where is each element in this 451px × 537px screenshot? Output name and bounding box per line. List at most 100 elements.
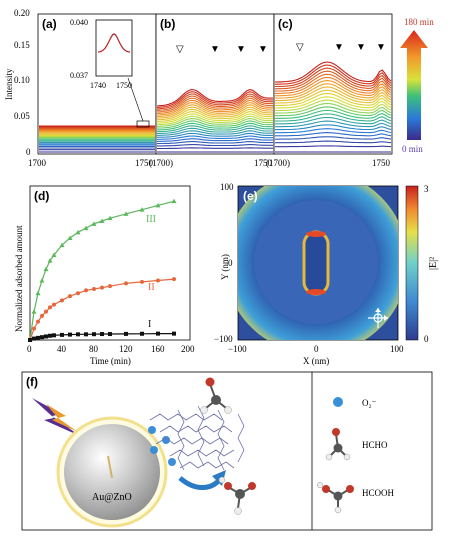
time-colorbar: 180 min 0 min [400,17,434,154]
panel-e: (e) X (nm) Y (nm) −100 0 100 100 0 −100 … [214,182,439,366]
polarization-icon [368,308,388,328]
time-colorbar-arrow [400,30,428,140]
curve-label-ii: II [148,282,155,293]
inset-xtick-0: 1740 [90,81,106,90]
series-i-point [124,331,128,336]
panel-c-xtick-0: (1700) [266,158,290,168]
spectra-b-line [156,93,274,110]
series-ii-point [48,305,52,310]
panel-a-xtick-0: 1700 [28,158,47,168]
panel-c-open-triangle: ▽ [296,42,304,53]
panel-e-xtick-1: 0 [314,344,319,354]
spectra-b-line [156,104,274,118]
panel-a-ylabel: Intensity [4,68,14,100]
panel-e-ytick-0: 100 [220,182,234,192]
spectra-a-lines [39,125,155,153]
spectra-b-line [156,95,274,111]
series-i-point [140,331,144,336]
panel-c: (c) ▽ ▼ ▼ ▼ (1700) 1750 [266,13,393,168]
series-iii-point [39,277,45,283]
inset-xtick-1: 1750 [116,81,132,90]
curve-label-iii: III [146,214,156,225]
panel-d: (d) Normalized adsorbed amount Time (min… [14,185,195,366]
panel-e-ytick-2: −100 [214,334,233,344]
particle-label: Au@ZnO [92,492,132,503]
spectra-c-line [275,106,392,117]
series-ii-point [32,326,36,331]
panel-c-triangle-2: ▼ [356,42,366,53]
spectra-c-line [275,102,392,114]
spectra-c-line [274,92,392,107]
series-ii-point [68,294,72,299]
panel-d-xtick-2: 80 [89,344,99,354]
panel-e-label: (e) [243,189,258,203]
panel-b-xtick-1: 1750 [254,158,273,168]
panel-b-triangle-2: ▼ [236,44,246,55]
series-ii-point [100,285,104,290]
panel-e-ytick-1: 0 [228,258,233,268]
panel-f: (f) Au@ZnO [21,371,433,531]
field-colorbar-label: |E|² [428,257,439,270]
panel-a-inset: 0.040 0.037 1740 1750 [70,18,150,128]
spectra-c-line [275,128,392,134]
panel-d-xtick-0: 0 [27,344,32,354]
panel-b: (b) ▽ ▼ ▼ ▼ (1700) 1750 [149,13,275,168]
series-iii-point [155,202,161,208]
panel-c-triangle-3: ▼ [376,42,386,53]
light-bolt-icon [32,398,80,436]
spectra-c-line [275,89,392,104]
series-i-point [172,331,176,336]
panel-f-label: (f) [26,375,38,389]
series-ii-point [140,279,144,284]
series-ii-point [172,277,176,282]
series-ii-point [52,302,56,307]
mof-network-icon [149,405,245,471]
superoxide-icon [333,397,343,407]
spectra-c-line [275,132,392,137]
spectra-b-line [156,97,274,113]
field-colorbar-tick-top: 3 [424,184,429,194]
chart-d-plot [27,198,177,342]
series-i-point [68,332,72,337]
series-iii-point [171,198,177,204]
panel-d-ylabel: Normalized adsorbed amount [14,225,24,332]
spectra-b-line [156,106,274,119]
series-ii-point [156,278,160,283]
spectra-b-line [156,122,273,131]
panel-d-xtick-3: 120 [119,344,133,354]
series-ii-point [36,319,40,324]
series-i-point [48,333,52,338]
hcho-molecule-scene [200,377,232,414]
formaldehyde-molecule-icon [325,428,351,461]
panel-a-ytick-3: 0.05 [14,111,30,121]
spectra-b-line [156,102,274,116]
spectra-c-line [274,116,392,125]
spectra-b-line [156,138,273,142]
hcooh-molecule-scene [218,476,256,515]
spectra-b-line [156,125,273,133]
spectra-b-line [157,135,273,140]
spectra-c-line [275,140,392,144]
panel-a: (a) Intensity 0.20 0.15 0.10 0.05 0 1700… [4,8,157,168]
spectra-b-lines [156,89,274,153]
panel-e-ylabel: Y (nm) [220,254,230,280]
series-iii-point [75,229,81,235]
spectra-c-line [274,70,392,90]
series-iii-point [107,215,113,221]
panel-a-xtick-1: 1750 [135,158,154,168]
series-i-point [36,335,40,340]
panel-e-xtick-2: 100 [390,344,404,354]
spectra-c-line [275,120,392,128]
spectra-b-line [156,108,274,121]
series-i-point [40,335,44,340]
legend-superoxide: O₂⁻ [333,397,377,408]
series-i-point [100,332,104,337]
series-i-point [32,336,36,341]
panel-a-ytick-2: 0.10 [14,75,30,85]
spectra-b-line [156,120,274,129]
series-ii-point [84,288,88,293]
series-iii-point [83,225,89,231]
panel-b-triangle-1: ▼ [210,44,220,55]
spectra-c-line [275,124,392,131]
curve-label-i: I [148,319,151,330]
